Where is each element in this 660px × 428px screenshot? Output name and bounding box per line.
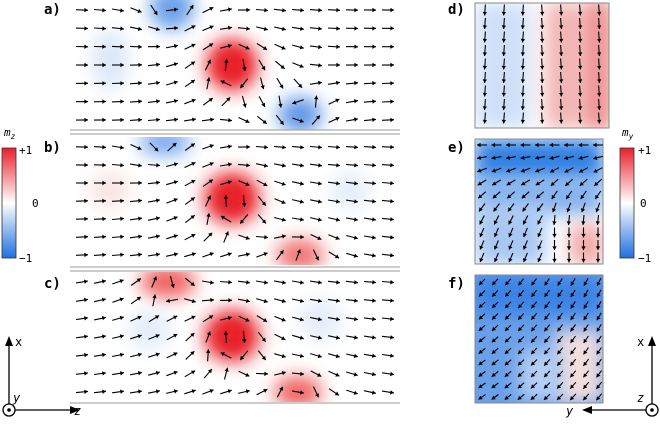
colorbar-mz-tick-min: −1 (19, 252, 32, 265)
panel-a-map (70, 0, 400, 133)
colorbar-my: my +1 0 −1 (620, 126, 651, 265)
axis-left-y-label: y (12, 391, 21, 405)
axis-right-y-arrow-icon (582, 406, 592, 414)
colorbar-my-title: my (621, 126, 634, 141)
colorbar-mz: mz +1 0 −1 (2, 126, 39, 265)
panel-b-blob-red-bottom (276, 239, 324, 271)
panel-label-c: c) (44, 276, 61, 292)
axis-right-y-label: y (565, 404, 574, 418)
axis-left-x-arrow-icon (5, 336, 13, 346)
panel-label-a: a) (44, 2, 61, 18)
colorbar-my-tick-max: +1 (638, 144, 651, 157)
axis-right-x-arrow-icon (648, 336, 656, 346)
axis-left-x-label: x (15, 335, 22, 349)
colorbar-mz-tick-max: +1 (19, 144, 32, 157)
panel-b-map (70, 128, 400, 271)
panel-b-blob-blue-top (139, 128, 191, 156)
panel-label-e: e) (448, 140, 465, 156)
colorbar-my-gradient (620, 148, 634, 258)
colorbar-my-tick-min: −1 (638, 252, 651, 265)
axis-right-x-label: x (637, 335, 644, 349)
axis-left-z-label: z (74, 404, 81, 418)
colorbar-mz-title: mz (3, 126, 16, 141)
colorbar-mz-tick-zero: 0 (32, 197, 39, 210)
colorbar-my-tick-zero: 0 (640, 197, 647, 210)
colorbar-mz-gradient (2, 148, 16, 258)
axes-left: x y z (3, 335, 81, 418)
panel-label-f: f) (448, 276, 465, 292)
panel-label-d: d) (448, 2, 465, 18)
axis-right-z-label: z (637, 391, 644, 405)
panel-label-b: b) (44, 140, 61, 156)
